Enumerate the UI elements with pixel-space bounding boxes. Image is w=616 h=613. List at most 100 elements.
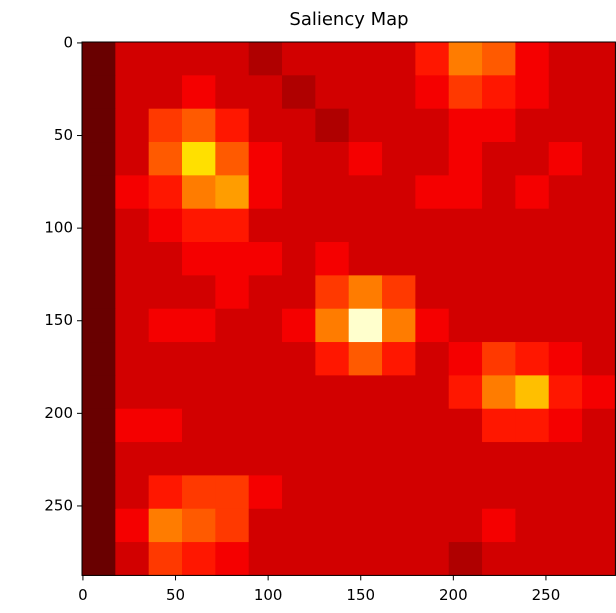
heat-cell	[182, 208, 216, 243]
heat-cell	[348, 208, 383, 243]
heat-cell	[115, 375, 150, 410]
heat-cell	[248, 375, 283, 410]
heat-cell	[415, 42, 450, 76]
heat-cell	[548, 242, 583, 276]
heat-cell	[115, 142, 150, 176]
heat-cell	[448, 142, 483, 176]
heat-cell	[282, 75, 316, 110]
heat-cell	[448, 242, 483, 276]
heat-cell	[115, 242, 150, 276]
heat-cell	[415, 508, 450, 543]
heat-cell	[348, 242, 383, 276]
x-tick-label: 250	[532, 586, 561, 604]
heat-cell	[148, 108, 183, 143]
heat-cell	[182, 308, 216, 343]
heat-cell	[215, 108, 250, 143]
heat-cell	[515, 275, 550, 310]
heat-cell	[482, 208, 516, 243]
heat-cell	[282, 375, 316, 410]
heat-cell	[282, 42, 316, 76]
heat-cell	[282, 508, 316, 543]
heat-cell	[315, 542, 350, 576]
heat-cell	[582, 275, 616, 310]
heat-cell	[482, 342, 516, 376]
heat-cell	[315, 275, 350, 310]
heat-cell	[348, 175, 383, 210]
heat-cell	[448, 108, 483, 143]
heat-cell	[348, 408, 383, 443]
heat-cell	[182, 42, 216, 76]
heat-cell	[482, 508, 516, 543]
heat-cell	[82, 275, 116, 310]
heat-cell	[182, 75, 216, 110]
heat-cell	[215, 75, 250, 110]
heat-cell	[548, 408, 583, 443]
heat-cell	[548, 75, 583, 110]
heat-cell	[115, 408, 150, 443]
heat-cell	[182, 408, 216, 443]
heat-cell	[515, 308, 550, 343]
x-tick-label: 200	[439, 586, 468, 604]
heat-cell	[115, 442, 150, 476]
heat-cell	[482, 142, 516, 176]
y-tick-label: 0	[63, 33, 73, 51]
heat-cell	[582, 142, 616, 176]
heat-cell	[448, 208, 483, 243]
heat-cell	[415, 142, 450, 176]
heat-cell	[215, 342, 250, 376]
heat-cell	[515, 442, 550, 476]
heat-cell	[82, 442, 116, 476]
heat-cell	[582, 375, 616, 410]
heat-cell	[348, 508, 383, 543]
heat-cell	[348, 42, 383, 76]
heat-cell	[248, 208, 283, 243]
heat-cell	[548, 308, 583, 343]
heat-cell	[415, 408, 450, 443]
heat-cell	[148, 175, 183, 210]
heat-cell	[148, 508, 183, 543]
heat-cell	[282, 542, 316, 576]
heat-cell	[248, 342, 283, 376]
heat-cell	[182, 542, 216, 576]
chart-title: Saliency Map	[289, 9, 408, 30]
heat-cell	[382, 308, 416, 343]
heat-cell	[215, 442, 250, 476]
axes-frame	[81, 41, 616, 576]
heat-cell	[248, 508, 283, 543]
heat-cell	[115, 108, 150, 143]
heat-cell	[448, 275, 483, 310]
heat-cell	[482, 242, 516, 276]
x-tick-label: 0	[78, 586, 88, 604]
heat-cell	[382, 42, 416, 76]
heat-cell	[282, 442, 316, 476]
y-tick-label: 100	[44, 219, 73, 237]
heat-cell	[348, 375, 383, 410]
heat-cell	[415, 475, 450, 510]
heat-cell	[315, 442, 350, 476]
heat-cell	[582, 475, 616, 510]
heat-cell	[515, 175, 550, 210]
heat-cell	[148, 475, 183, 510]
heat-cell	[448, 542, 483, 576]
heat-cell	[148, 342, 183, 376]
heat-cell	[348, 75, 383, 110]
heat-cell	[515, 142, 550, 176]
heat-cell	[148, 42, 183, 76]
heat-cell	[482, 442, 516, 476]
heat-cell	[482, 275, 516, 310]
heat-cell	[215, 208, 250, 243]
heat-cell	[115, 508, 150, 543]
heat-cell	[148, 142, 183, 176]
heat-cell	[215, 142, 250, 176]
heat-cell	[215, 542, 250, 576]
heat-cell	[315, 508, 350, 543]
heat-cell	[115, 275, 150, 310]
heat-cell	[382, 408, 416, 443]
heat-cell	[548, 142, 583, 176]
heat-cell	[248, 308, 283, 343]
heat-cell	[315, 142, 350, 176]
heat-cell	[148, 542, 183, 576]
heat-cell	[282, 475, 316, 510]
heat-cell	[182, 342, 216, 376]
heat-cell	[115, 208, 150, 243]
